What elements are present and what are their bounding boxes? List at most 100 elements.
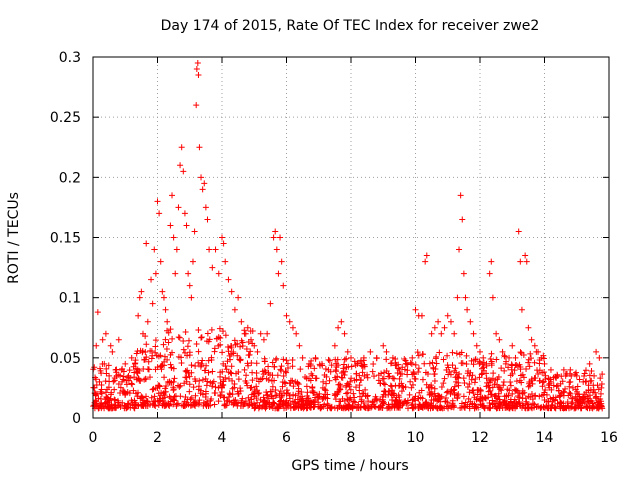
data-point — [542, 387, 549, 394]
data-point — [192, 378, 199, 385]
data-point — [396, 396, 403, 403]
data-point — [199, 186, 206, 193]
data-point — [208, 357, 215, 364]
data-point — [438, 383, 445, 390]
data-point — [148, 355, 155, 362]
data-point — [487, 404, 494, 411]
data-point — [501, 353, 508, 360]
data-point — [243, 372, 250, 379]
data-point — [140, 402, 147, 409]
data-point — [160, 294, 167, 301]
data-point — [152, 343, 159, 350]
data-point — [237, 385, 244, 392]
data-point — [497, 401, 504, 408]
data-point — [325, 356, 332, 363]
data-point — [315, 399, 322, 406]
data-point — [397, 400, 404, 407]
data-point — [343, 382, 350, 389]
data-point — [580, 378, 587, 385]
data-point — [106, 372, 113, 379]
data-point — [432, 393, 439, 400]
data-point — [115, 336, 122, 343]
x-tick-label: 2 — [153, 430, 162, 446]
data-point — [442, 394, 449, 401]
data-point — [460, 393, 467, 400]
data-point — [371, 403, 378, 410]
data-point — [220, 360, 227, 367]
data-point — [491, 381, 498, 388]
data-point — [344, 348, 351, 355]
data-point — [501, 352, 508, 359]
data-point — [444, 312, 451, 319]
data-point — [356, 387, 363, 394]
data-point — [198, 334, 205, 341]
data-point — [493, 330, 500, 337]
data-point — [164, 318, 171, 325]
data-point — [230, 350, 237, 357]
data-point — [259, 375, 266, 382]
data-point — [227, 356, 234, 363]
data-point — [195, 386, 202, 393]
data-point — [480, 354, 487, 361]
data-point — [389, 375, 396, 382]
data-point — [124, 401, 131, 408]
data-point — [186, 282, 193, 289]
data-point — [300, 397, 307, 404]
data-point — [272, 386, 279, 393]
data-point — [596, 354, 603, 361]
data-point — [311, 365, 318, 372]
data-point — [283, 390, 290, 397]
data-point — [247, 384, 254, 391]
data-point — [435, 318, 442, 325]
data-point — [265, 363, 272, 370]
data-point — [569, 394, 576, 401]
data-point — [199, 376, 206, 383]
data-point — [456, 246, 463, 253]
data-point — [318, 404, 325, 411]
data-point — [518, 379, 525, 386]
data-point — [552, 404, 559, 411]
data-point — [170, 386, 177, 393]
data-point — [508, 399, 515, 406]
data-point — [500, 382, 507, 389]
data-point — [464, 383, 471, 390]
data-point — [557, 400, 564, 407]
data-point — [438, 393, 445, 400]
data-point — [538, 354, 545, 361]
data-point — [560, 366, 567, 373]
data-point — [341, 361, 348, 368]
data-point — [268, 377, 275, 384]
data-point — [296, 398, 303, 405]
data-point — [598, 403, 605, 410]
data-point — [566, 389, 573, 396]
data-point — [506, 354, 513, 361]
data-point — [280, 372, 287, 379]
data-point — [92, 391, 99, 398]
data-point — [460, 270, 467, 277]
data-point — [483, 360, 490, 367]
data-point — [306, 360, 313, 367]
data-point — [225, 394, 232, 401]
data-point — [161, 358, 168, 365]
data-point — [93, 342, 100, 349]
data-point — [428, 390, 435, 397]
data-point — [278, 367, 285, 374]
data-point — [595, 401, 602, 408]
data-point — [503, 392, 510, 399]
data-point — [526, 363, 533, 370]
data-point — [583, 404, 590, 411]
data-point — [97, 403, 104, 410]
data-point — [545, 382, 552, 389]
data-point — [323, 373, 330, 380]
data-point — [408, 360, 415, 367]
data-point — [277, 388, 284, 395]
data-point — [406, 391, 413, 398]
data-point — [143, 240, 150, 247]
data-point — [599, 371, 606, 378]
data-point — [479, 361, 486, 368]
data-point — [170, 234, 177, 241]
data-point — [462, 399, 469, 406]
data-point — [245, 402, 252, 409]
data-point — [509, 370, 516, 377]
data-point — [195, 327, 202, 334]
